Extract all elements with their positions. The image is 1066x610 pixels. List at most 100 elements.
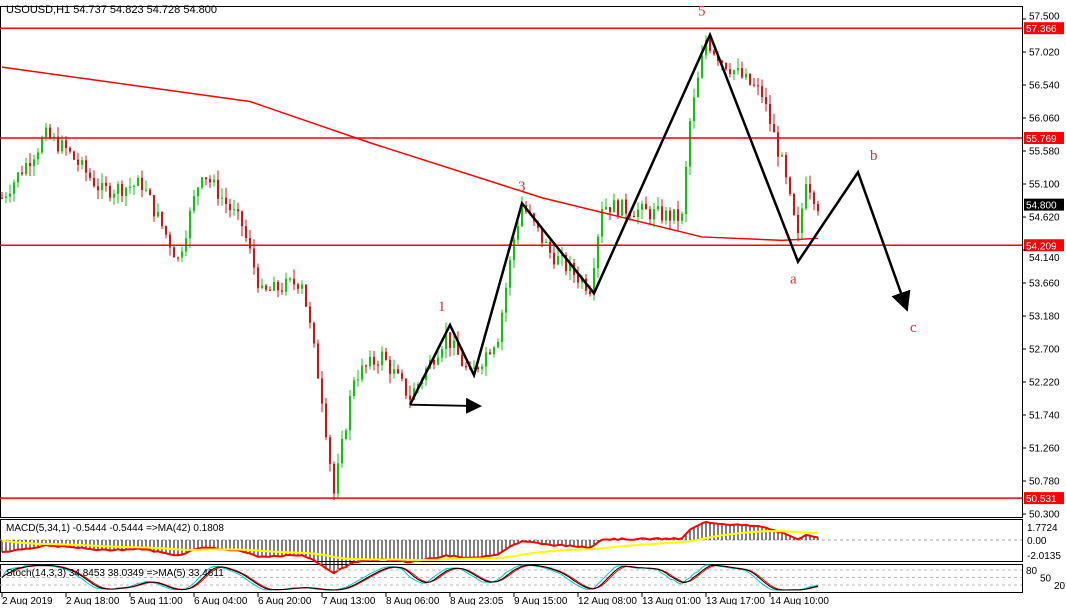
candle-body xyxy=(201,177,203,188)
candle-body xyxy=(165,226,167,235)
candle-body xyxy=(781,155,783,157)
candle-body xyxy=(701,55,703,78)
candle-body xyxy=(377,364,379,366)
candle-body xyxy=(741,68,743,78)
candle-body xyxy=(449,332,451,348)
wave-label-5: 5 xyxy=(698,4,706,20)
candle-body xyxy=(793,193,795,215)
candle-body xyxy=(441,349,443,358)
candle-body xyxy=(109,185,111,198)
candle-body xyxy=(477,367,479,370)
current-price-badge xyxy=(1024,198,1064,211)
candle-body xyxy=(361,365,363,380)
candle-body xyxy=(37,152,39,160)
candle-body xyxy=(749,73,751,85)
candle-body xyxy=(333,463,335,494)
candle-body xyxy=(101,182,103,191)
candle-body xyxy=(69,147,71,152)
candle-body xyxy=(117,184,119,194)
macd-line xyxy=(1,520,819,575)
candle-body xyxy=(197,187,199,197)
candle-body xyxy=(397,369,399,374)
macd-tick-label: -2.0135 xyxy=(1027,551,1061,562)
candle-body xyxy=(229,203,231,211)
candle-body xyxy=(493,347,495,355)
candle-body xyxy=(673,209,675,221)
price-tick-label: 53.180 xyxy=(1029,312,1060,323)
candle-body xyxy=(745,73,747,78)
candle-body xyxy=(257,267,259,288)
time-tick-label: 8 Aug 23:05 xyxy=(450,596,504,605)
candle-body xyxy=(301,284,303,289)
candle-body xyxy=(105,182,107,186)
price-tick-label: 56.540 xyxy=(1029,81,1060,92)
candle-body xyxy=(161,211,163,227)
candle-body xyxy=(261,285,263,288)
price-tick-label: 52.700 xyxy=(1029,345,1060,356)
candle-body xyxy=(625,199,627,214)
candle-body xyxy=(353,380,355,397)
candle-body xyxy=(637,209,639,218)
candle-body xyxy=(773,123,775,133)
candle-body xyxy=(317,343,319,379)
price-tick-label: 50.300 xyxy=(1029,510,1060,521)
time-tick-label: 2 Aug 2019 xyxy=(2,596,53,605)
candle-body xyxy=(545,242,547,244)
candle-body xyxy=(177,257,179,259)
candle-body xyxy=(189,210,191,239)
candle-body xyxy=(209,179,211,183)
candle-body xyxy=(173,247,175,258)
price-tick-label: 56.060 xyxy=(1029,114,1060,125)
macd-label: MACD(5,34,1) -0.5444 -0.5444 =>MA(42) 0.… xyxy=(6,523,224,534)
candle-body xyxy=(541,227,543,243)
candle-body xyxy=(381,351,383,366)
wave-label-1: 1 xyxy=(438,299,446,315)
elliott-wave-arrow[interactable] xyxy=(408,31,911,406)
candle-body xyxy=(217,179,219,199)
candle-body xyxy=(677,209,679,221)
candle-body xyxy=(465,366,467,368)
candle-body xyxy=(305,284,307,307)
candle-body xyxy=(29,162,31,167)
candle-body xyxy=(41,138,43,153)
price-tick-label: 54.620 xyxy=(1029,213,1060,224)
candle-body xyxy=(81,160,83,165)
candle-body xyxy=(737,68,739,71)
candle-body xyxy=(153,195,155,217)
candle-body xyxy=(241,211,243,227)
candle-body xyxy=(337,463,339,494)
level-price-badge xyxy=(1024,22,1064,35)
time-tick-label: 12 Aug 08:00 xyxy=(578,596,637,605)
level-price-label: 54.209 xyxy=(1026,241,1057,252)
stoch-main-line xyxy=(1,564,819,591)
price-tick-label: 55.580 xyxy=(1029,147,1060,158)
candle-body xyxy=(373,356,375,365)
candle-body xyxy=(225,197,227,204)
candle-body xyxy=(801,208,803,234)
candle-body xyxy=(393,369,395,374)
candle-body xyxy=(713,50,715,55)
stoch-tick-label: 20 xyxy=(1054,581,1066,592)
candle-body xyxy=(45,127,47,139)
candle-body xyxy=(157,211,159,217)
candle-body xyxy=(437,357,439,365)
candle-body xyxy=(269,289,271,291)
candle-body xyxy=(809,184,811,193)
candle-body xyxy=(9,193,11,197)
wave-label-3: 3 xyxy=(518,179,526,195)
level-price-badge xyxy=(1024,239,1064,252)
candle-body xyxy=(489,352,491,355)
candle-body xyxy=(521,205,523,227)
candle-body xyxy=(705,40,707,56)
candle-body xyxy=(517,226,519,240)
candle-body xyxy=(277,281,279,291)
candle-body xyxy=(549,242,551,253)
candle-body xyxy=(93,177,95,187)
candle-body xyxy=(33,159,35,167)
stoch-ma-line xyxy=(1,564,819,591)
candle-body xyxy=(409,395,411,400)
symbol-ohlc-header: USOUSD,H1 54.737 54.823 54.728 54.800 xyxy=(6,4,217,16)
horizontal-arrow[interactable] xyxy=(409,397,482,414)
candle-body xyxy=(285,278,287,292)
